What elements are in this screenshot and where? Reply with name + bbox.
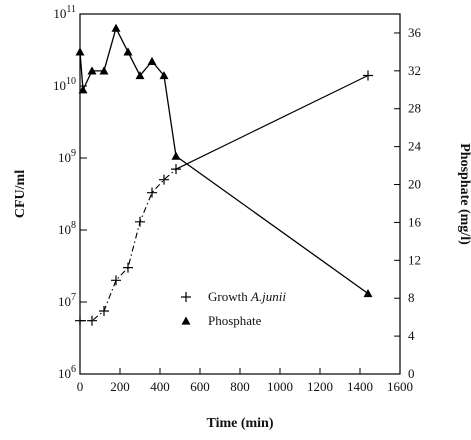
right-y-tick-label: 36 [408,25,422,40]
x-tick-label: 600 [190,379,210,394]
x-tick-label: 1000 [267,379,293,394]
legend-marker-phosphate [181,316,191,325]
x-tick-label: 400 [150,379,170,394]
x-tick-label: 0 [77,379,84,394]
x-tick-label: 800 [230,379,250,394]
phosphate-point [111,23,121,32]
right-y-tick-label: 24 [408,139,422,154]
right-y-tick-label: 4 [408,328,415,343]
right-y-axis-ticks: 0 4 8 12 16 20 24 28 32 36 [394,25,422,381]
growth-point [123,262,133,273]
right-y-tick-label: 16 [408,214,422,229]
right-y-tick-label: 28 [408,101,421,116]
phosphate-point [78,85,88,94]
phosphate-point [159,71,169,80]
growth-point [147,187,157,198]
legend-label-phosphate: Phosphate [208,313,262,328]
left-y-tick-label: 1011 [53,4,76,21]
legend-marker-growth [181,292,191,302]
growth-point [111,275,121,286]
right-y-tick-label: 8 [408,290,415,305]
phosphate-point [87,66,97,75]
growth-point [363,70,373,81]
growth-line-late [175,74,369,170]
growth-point [159,174,169,185]
phosphate-point [135,71,145,80]
left-y-axis-ticks: 106 107 108 109 1010 1011 [53,4,87,381]
phosphate-point [363,288,373,298]
growth-point [87,315,97,326]
phosphate-point [99,66,109,75]
x-axis-ticks: 0 200 400 600 800 1000 1200 1400 1600 [77,368,413,394]
x-tick-label: 1200 [307,379,333,394]
left-y-axis-title: CFU/ml [13,170,28,218]
growth-point [171,164,181,175]
x-axis-title: Time (min) [206,416,273,431]
phosphate-line [79,26,369,295]
growth-point [135,216,145,227]
growth-line-lag [80,168,177,322]
right-y-tick-label: 12 [408,252,421,267]
phosphate-point [123,47,133,56]
phosphate-point [171,151,181,160]
legend-label-growth-prefix: Growth [208,289,251,304]
x-tick-label: 200 [110,379,130,394]
left-y-tick-label: 106 [58,364,76,381]
left-y-tick-label: 1010 [53,76,76,93]
left-y-tick-label: 108 [58,220,76,237]
growth-point [99,305,109,316]
x-tick-label: 1600 [387,379,413,394]
legend-label-growth-species: A.junii [250,289,286,304]
right-y-tick-label: 20 [408,177,421,192]
legend-label-growth: Growth A.junii [208,289,286,304]
phosphate-point [147,56,157,65]
phosphate-point [75,47,85,56]
right-y-tick-label: 0 [408,366,415,381]
x-tick-label: 1400 [347,379,373,394]
left-y-tick-label: 107 [58,292,76,309]
right-y-axis-title: Phosphate (mg/l) [457,143,471,245]
legend-triangle-marker [181,316,191,325]
series-growth [75,70,373,326]
growth-point [75,315,85,326]
series-phosphate [75,23,373,298]
legend: Growth A.junii Phosphate [181,289,286,328]
right-y-tick-label: 32 [408,63,421,78]
left-y-tick-label: 109 [58,148,76,165]
legend-plus-marker [181,292,191,302]
